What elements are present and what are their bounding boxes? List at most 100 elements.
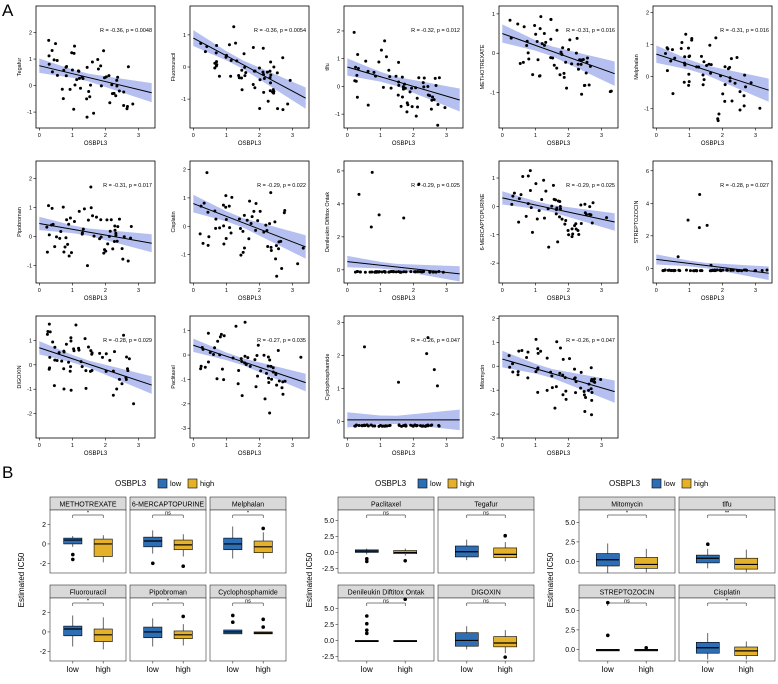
data-point: [426, 424, 430, 428]
correlation-annotation: R = -0.26, p = 0.047: [411, 338, 460, 344]
data-point: [519, 193, 523, 197]
data-point: [738, 108, 742, 112]
data-point: [46, 330, 50, 334]
data-point: [114, 94, 118, 98]
data-point: [261, 46, 265, 50]
data-point: [262, 90, 266, 94]
data-point: [206, 331, 210, 335]
data-point: [115, 78, 119, 82]
scatter-panels: R = -0.36, p = 0.0048 0 1 2 3 OSBPL3 -1 0 1 2 Tega…: [17, 5, 773, 457]
data-point: [69, 339, 73, 343]
data-point: [275, 71, 279, 75]
significance-bracket: [707, 514, 747, 518]
data-point: [115, 387, 119, 391]
data-point: [363, 270, 367, 274]
data-point: [567, 48, 571, 52]
data-point: [433, 76, 437, 80]
data-point: [239, 357, 243, 361]
data-point: [400, 95, 404, 99]
y-tick-label: 1: [183, 196, 186, 202]
box-low: [63, 625, 83, 637]
data-point: [206, 243, 210, 247]
data-point: [510, 202, 514, 206]
facet-title: METHOTREXATE: [59, 502, 116, 509]
significance-bracket: [152, 602, 184, 606]
y-tick-label: 1: [337, 387, 340, 393]
facet-panel: [129, 509, 207, 574]
legend-swatch-high: [187, 478, 198, 489]
data-point: [508, 18, 512, 22]
data-point: [69, 365, 73, 369]
box-outlier: [606, 633, 610, 638]
boxplot-group: OSBPL3 low high Estimated IC50 Paclitaxel ns -…: [305, 478, 535, 674]
data-point: [437, 76, 441, 80]
y-tick-label: 1: [492, 340, 495, 346]
data-point: [421, 270, 425, 274]
y-tick-label: 0: [29, 363, 32, 369]
x-tick-label: 0: [346, 443, 349, 449]
y-tick-label: -1: [27, 387, 32, 393]
facet-title: Cyclophosphamide: [218, 590, 278, 597]
data-point: [66, 242, 70, 246]
data-point: [47, 54, 51, 58]
data-point: [540, 198, 544, 202]
data-point: [385, 424, 389, 428]
data-point: [69, 251, 73, 255]
facet-panel: [437, 597, 535, 662]
regression-line: [347, 261, 460, 275]
data-point: [52, 58, 56, 62]
data-point: [584, 71, 588, 75]
data-point: [244, 362, 248, 366]
data-point: [422, 85, 426, 89]
data-point: [107, 74, 111, 78]
box-outlier: [606, 600, 610, 605]
data-point: [122, 333, 126, 337]
y-axis-label: Mitomycin: [480, 365, 486, 390]
data-point: [265, 70, 269, 74]
y-tick-label: 0: [29, 235, 32, 241]
legend-swatch-low: [157, 478, 168, 489]
box-high: [493, 636, 518, 648]
scatter-plot: R = -0.29, p = 0.025 0 1 2 3 OSBPL3 -2 -1 0 1 6-ME…: [480, 160, 619, 302]
y-axis-label: Estimated IC50: [546, 552, 555, 607]
confidence-band: [656, 254, 769, 280]
data-point: [564, 60, 568, 64]
data-point: [102, 251, 106, 255]
data-point: [429, 423, 433, 427]
data-point: [124, 378, 128, 382]
y-tick-label: 5.0: [324, 518, 334, 525]
significance-bracket: [607, 514, 647, 518]
x-tick-label: 0: [38, 288, 41, 294]
data-point: [85, 115, 89, 119]
data-point: [354, 65, 358, 69]
data-point: [353, 424, 357, 428]
data-point: [224, 237, 228, 241]
box-low: [143, 536, 163, 548]
data-point: [557, 215, 561, 219]
x-tick-label: 0: [192, 443, 195, 449]
data-point: [237, 76, 241, 80]
data-point: [694, 268, 698, 272]
data-point: [80, 232, 84, 236]
data-point: [684, 268, 688, 272]
data-point: [132, 402, 136, 406]
y-axis-label: METHOTREXATE: [480, 44, 486, 89]
data-point: [269, 364, 273, 368]
box-outlier: [71, 552, 75, 557]
data-point: [74, 323, 78, 327]
data-point: [544, 40, 548, 44]
data-point: [570, 227, 574, 231]
y-tick-label: -2: [40, 561, 46, 568]
data-point: [394, 74, 398, 78]
data-point: [68, 87, 72, 91]
data-point: [528, 189, 532, 193]
data-point: [524, 214, 528, 218]
data-point: [670, 268, 674, 272]
data-point: [421, 81, 425, 85]
x-axis-label: OSBPL3: [547, 296, 571, 302]
data-point: [388, 423, 392, 427]
data-point: [707, 62, 711, 66]
data-point: [715, 268, 719, 272]
y-tick-label: 4: [646, 201, 649, 207]
data-point: [117, 217, 121, 221]
